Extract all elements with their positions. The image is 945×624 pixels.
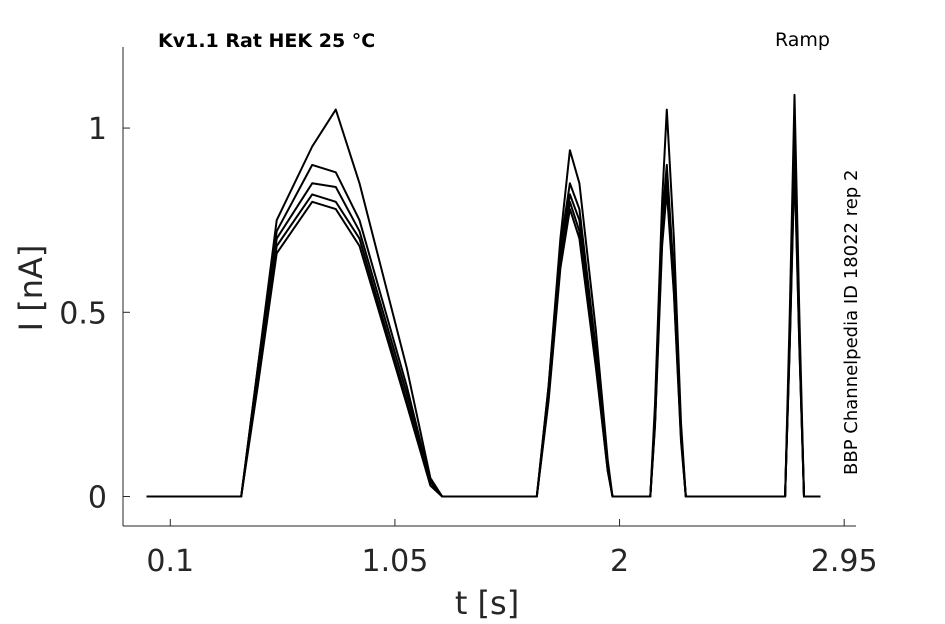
protocol-label: Ramp: [775, 29, 830, 51]
chart-title: Kv1.1 Rat HEK 25 °C: [158, 30, 375, 52]
y-ticks: 00.51: [59, 112, 130, 516]
x-tick-label: 1.05: [362, 544, 429, 579]
y-tick-label: 0.5: [59, 296, 107, 331]
y-tick-label: 1: [88, 112, 107, 147]
trace-line-1: [146, 93, 821, 498]
y-tick-label: 0: [88, 481, 107, 516]
x-ticks: 0.1 1.05 2 2.95: [146, 519, 878, 579]
x-tick-label: 2: [610, 544, 629, 579]
trace-series-group: [146, 93, 821, 498]
source-label: BBP Channelpedia ID 18022 rep 2: [841, 170, 862, 475]
y-axis-label: I [nA]: [12, 245, 50, 332]
x-tick-label: 0.1: [146, 544, 194, 579]
trace-line-5: [146, 163, 821, 498]
x-tick-label: 2.95: [811, 544, 878, 579]
x-axis-label: t [s]: [455, 584, 519, 622]
trace-line-2: [146, 127, 821, 498]
trace-line-4: [146, 156, 821, 498]
